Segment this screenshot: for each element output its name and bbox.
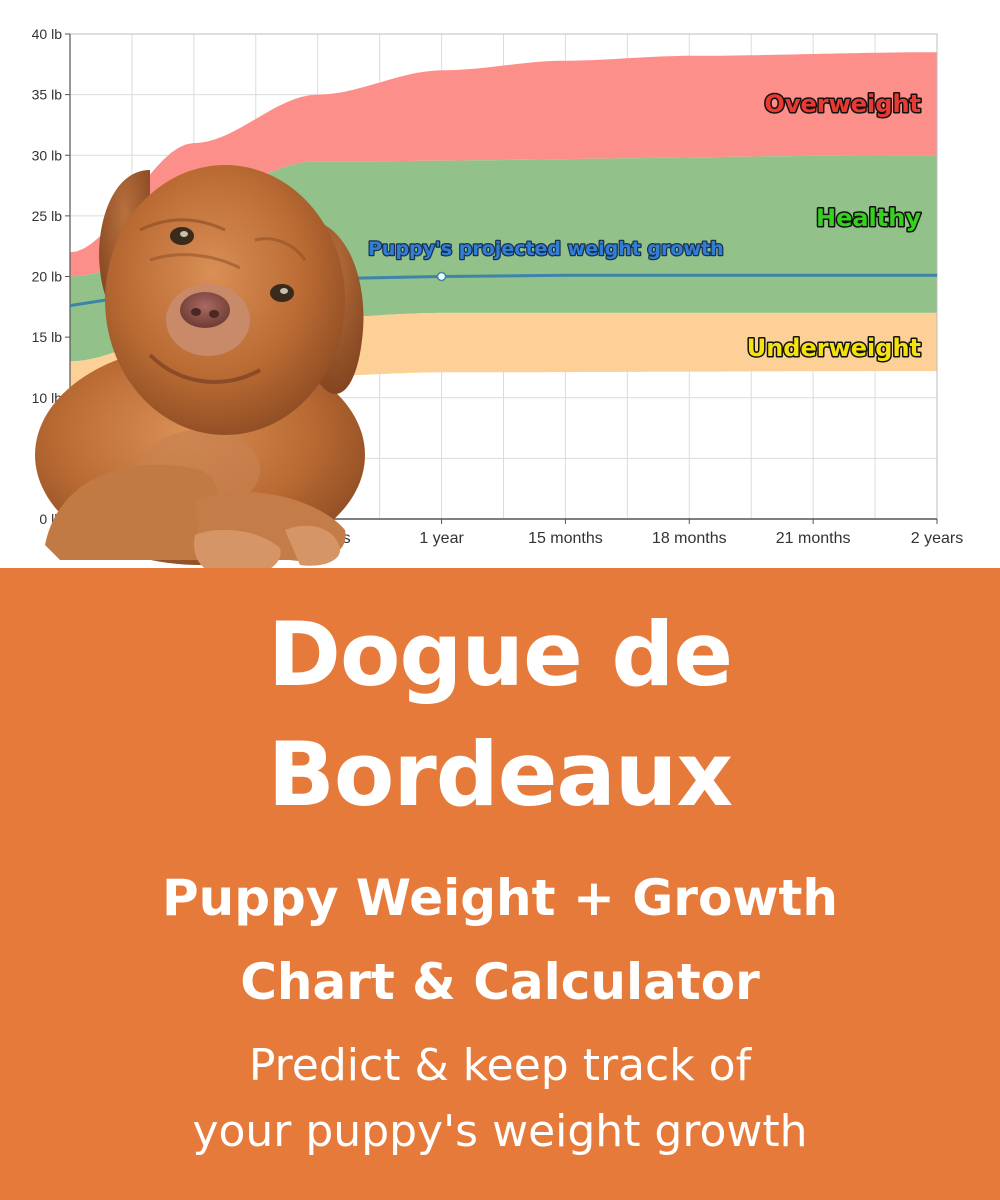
title-banner: Dogue de Bordeaux Puppy Weight + Growth … (0, 568, 1000, 1200)
y-tick-label: 20 lb (32, 269, 63, 285)
x-tick-label: 2 years (911, 530, 963, 547)
y-tick-label: 40 lb (32, 26, 63, 42)
y-tick-label: 25 lb (32, 208, 63, 224)
y-tick-label: 30 lb (32, 147, 63, 163)
breed-title-line-1: Dogue de (267, 603, 733, 706)
y-tick-label: 35 lb (32, 87, 63, 103)
subtitle-line-2: Chart & Calculator (240, 953, 760, 1011)
puppy-illustration (35, 165, 365, 568)
x-tick-label: 1 year (419, 530, 464, 547)
x-tick-label: 15 months (528, 530, 603, 547)
zone-label-underweight: Underweight (747, 334, 921, 362)
breed-title-line-2: Bordeaux (267, 723, 733, 826)
subtitle-line-1: Puppy Weight + Growth (162, 869, 838, 927)
series-point (436, 271, 447, 282)
tagline-line-1: Predict & keep track of (248, 1040, 752, 1091)
tagline-line-2: your puppy's weight growth (192, 1106, 808, 1157)
zone-overweight-band (70, 52, 937, 277)
y-tick-label: 15 lb (32, 329, 63, 345)
x-tick-label: 18 months (652, 530, 727, 547)
zone-label-overweight: Overweight (764, 90, 921, 118)
x-tick-label: 21 months (776, 530, 851, 547)
zone-label-healthy: Healthy (816, 204, 921, 232)
y-tick-label: 10 lb (32, 390, 63, 406)
zone-labels: Puppy's projected weight growth Overweigh… (367, 89, 923, 364)
series-label-projected-weight: Puppy's projected weight growth (368, 238, 724, 260)
